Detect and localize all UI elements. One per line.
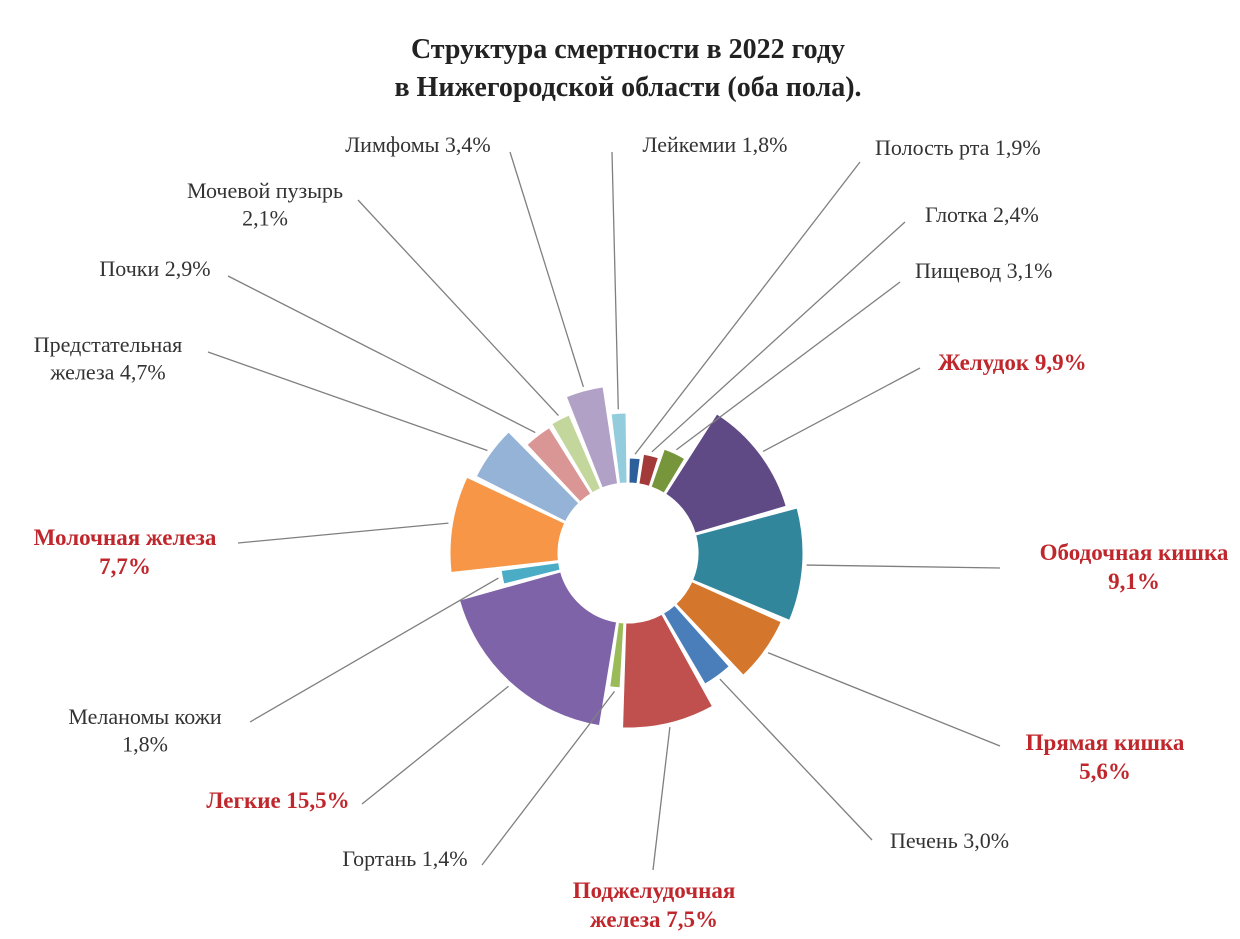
slice-label: Пищевод 3,1%	[915, 258, 1053, 283]
slice-label: Почки 2,9%	[99, 256, 210, 281]
leader-line	[357, 199, 559, 417]
pie-slice	[622, 613, 714, 729]
slice-label-line: Поджелудочная	[573, 878, 736, 903]
pie-slice	[675, 581, 782, 676]
slice-label-line: Глотка 2,4%	[925, 202, 1039, 227]
leader-line	[767, 652, 1001, 747]
slice-label-line: 7,7%	[99, 554, 151, 579]
pie-slice	[609, 621, 625, 689]
slice-label: Полость рта 1,9%	[875, 135, 1041, 160]
slice-label: Лимфомы 3,4%	[345, 132, 490, 157]
slice-label: Желудок 9,9%	[938, 350, 1087, 375]
pie-slice	[650, 448, 686, 494]
slice-label: Поджелудочная железа 7,5%	[573, 878, 736, 932]
slice-label-line: Легкие 15,5%	[206, 788, 349, 813]
slice-label-line: Лейкемии 1,8%	[642, 132, 787, 157]
slice-label: Печень 3,0%	[890, 828, 1009, 853]
slice-label-line: Желудок 9,9%	[938, 350, 1087, 375]
slice-label: Глотка 2,4%	[925, 202, 1039, 227]
pie-slice	[691, 507, 804, 621]
label-leader-lines	[207, 151, 1001, 871]
slice-label-line: Печень 3,0%	[890, 828, 1009, 853]
slice-label-line: 5,6%	[1079, 759, 1131, 784]
slice-label: Меланомы кожи 1,8%	[68, 704, 222, 757]
slice-label-line: Молочная железа	[34, 525, 217, 550]
slice-label-line: Предстательная	[34, 332, 182, 357]
slice-label: Легкие 15,5%	[206, 788, 349, 813]
leader-line	[207, 351, 488, 452]
pie-slice	[500, 562, 561, 585]
slice-label-line: Лимфомы 3,4%	[345, 132, 490, 157]
slice-label-line: Прямая кишка	[1026, 730, 1185, 755]
leader-line	[481, 690, 615, 866]
slice-label: Предстательная железа 4,7%	[34, 332, 182, 385]
slice-label-line: Пищевод 3,1%	[915, 258, 1053, 283]
slice-label: Гортань 1,4%	[342, 846, 467, 871]
slice-label-line: Мочевой пузырь	[187, 178, 343, 203]
leader-line	[611, 151, 619, 410]
slice-label-line: Почки 2,9%	[99, 256, 210, 281]
leader-line	[762, 367, 921, 452]
slice-label-line: железа 7,5%	[590, 907, 718, 932]
leader-line	[227, 275, 536, 434]
leader-line	[361, 685, 509, 805]
pie-slice	[662, 604, 730, 685]
pie-slice	[526, 427, 592, 503]
slice-label-line: Полость рта 1,9%	[875, 135, 1041, 160]
pie-slice	[610, 412, 628, 485]
leader-line	[237, 522, 449, 544]
slice-label: Молочная железа 7,7%	[34, 525, 217, 579]
slice-label: Ободочная кишка 9,1%	[1040, 540, 1229, 594]
pie-slice	[565, 386, 619, 489]
pie-slice	[638, 453, 659, 487]
leader-line	[676, 281, 901, 451]
slice-labels: Полость рта 1,9% Глотка 2,4% Пищевод 3,1% Ж…	[34, 132, 1229, 932]
slice-label-line: 1,8%	[122, 732, 168, 757]
slice-label-line: железа 4,7%	[49, 360, 165, 385]
pie-slice	[475, 431, 580, 523]
leader-line	[719, 678, 873, 841]
chart-title-line-2: в Нижегородской области (оба пола).	[394, 72, 861, 103]
pie-slice	[458, 571, 618, 727]
leader-line	[806, 564, 1001, 569]
leader-line	[652, 726, 671, 871]
slice-label-line: 9,1%	[1108, 569, 1160, 594]
slice-label-line: Ободочная кишка	[1040, 540, 1229, 565]
pie-slice	[551, 414, 602, 494]
leader-line	[651, 221, 906, 453]
slice-label-line: Гортань 1,4%	[342, 846, 467, 871]
leader-line	[509, 151, 584, 388]
slice-label: Мочевой пузырь 2,1%	[187, 178, 343, 231]
slice-label: Прямая кишка 5,6%	[1026, 730, 1185, 784]
leader-line	[249, 577, 499, 723]
leader-line	[634, 161, 861, 455]
pie-slice	[665, 413, 787, 534]
slice-label-line: Меланомы кожи	[68, 704, 222, 729]
chart-title: Структура смертности в 2022 году в Нижег…	[394, 34, 861, 103]
slice-label-line: 2,1%	[242, 206, 288, 231]
pie-slice	[449, 476, 566, 574]
pie-slices	[449, 386, 804, 729]
slice-label: Лейкемии 1,8%	[642, 132, 787, 157]
pie-slice	[628, 457, 641, 485]
chart-title-line-1: Структура смертности в 2022 году	[411, 34, 845, 65]
